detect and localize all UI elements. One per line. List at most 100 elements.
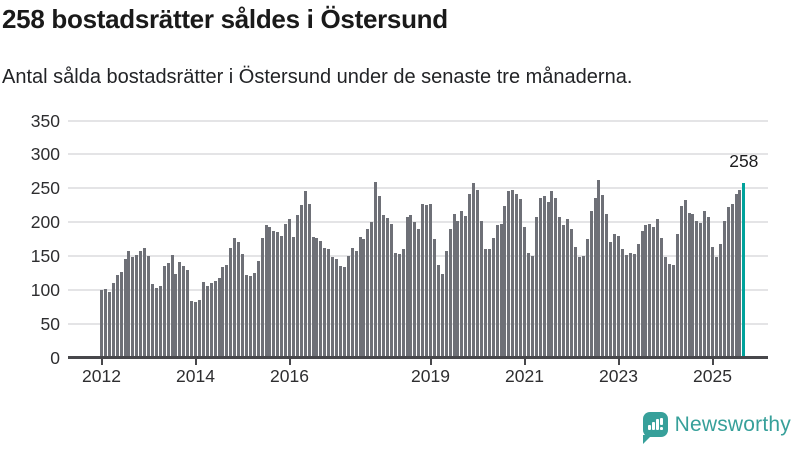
bar <box>127 251 131 358</box>
bar <box>397 253 401 358</box>
bar <box>103 289 107 358</box>
bar <box>491 237 495 358</box>
bar <box>636 243 640 358</box>
bar <box>448 228 452 358</box>
bar <box>640 230 644 358</box>
x-axis-tick-label: 2019 <box>411 366 450 386</box>
bar <box>119 271 123 358</box>
bar <box>476 189 479 358</box>
x-axis-tick <box>194 358 197 365</box>
bar <box>605 213 609 358</box>
bar <box>722 220 726 358</box>
bar <box>687 212 691 358</box>
bar <box>327 249 331 358</box>
bar <box>542 195 546 358</box>
bar <box>554 198 558 358</box>
bar <box>382 215 385 358</box>
bar <box>483 249 487 358</box>
bar <box>115 274 119 358</box>
bar <box>409 215 413 358</box>
bar <box>593 197 597 358</box>
bar <box>107 292 111 358</box>
bar <box>511 189 515 358</box>
bar <box>405 217 409 358</box>
bar <box>362 239 366 358</box>
bar <box>436 265 440 358</box>
bar <box>460 210 464 358</box>
bar <box>503 205 507 358</box>
y-axis-tick-label: 350 <box>30 110 60 131</box>
bar <box>452 213 456 358</box>
bar <box>139 251 143 358</box>
bar <box>221 266 225 358</box>
x-axis-tick <box>429 358 432 365</box>
bar <box>338 266 342 358</box>
y-axis-tick-label: 0 <box>50 347 60 368</box>
y-axis-tick-label: 50 <box>40 313 60 334</box>
bar <box>468 194 472 358</box>
bar <box>432 239 436 358</box>
logo-bubble-tail <box>643 435 652 444</box>
bar <box>174 273 178 358</box>
bar <box>707 216 711 358</box>
bar <box>589 210 593 358</box>
bar <box>624 254 628 358</box>
bar <box>162 266 166 358</box>
bar <box>248 276 252 358</box>
x-axis-tick-label: 2023 <box>599 366 638 386</box>
bar <box>726 207 730 358</box>
highlight-bar <box>742 182 746 358</box>
bar <box>244 274 248 358</box>
bar <box>225 264 229 358</box>
newsworthy-bar-chart-icon <box>643 412 668 437</box>
bar <box>378 195 382 358</box>
bar <box>585 239 589 358</box>
bar <box>358 236 362 358</box>
y-axis-tick-label: 200 <box>30 212 60 233</box>
bar <box>182 266 186 358</box>
bar <box>147 255 150 358</box>
bar <box>714 257 718 358</box>
bar <box>158 286 162 358</box>
bar <box>656 219 660 358</box>
x-axis-tick <box>523 358 526 365</box>
bar <box>558 217 562 358</box>
bar <box>178 262 182 358</box>
bar <box>648 224 652 358</box>
x-axis-tick-label: 2016 <box>270 366 309 386</box>
bar <box>252 272 256 358</box>
bar <box>628 253 632 358</box>
bar <box>601 194 605 358</box>
x-axis-line <box>68 356 768 359</box>
bar <box>444 250 448 358</box>
bar <box>150 284 154 358</box>
y-gridline <box>68 221 768 224</box>
bar <box>190 300 194 358</box>
bar <box>507 190 511 358</box>
bar <box>354 251 358 358</box>
bar <box>644 225 648 358</box>
bar <box>264 225 268 358</box>
y-axis-tick-label: 300 <box>30 144 60 165</box>
bar <box>695 220 699 358</box>
bar <box>519 199 523 358</box>
bar <box>335 258 338 358</box>
bar <box>577 257 581 358</box>
bar <box>691 213 695 358</box>
bar <box>272 230 276 358</box>
bar <box>421 204 425 358</box>
bar <box>413 222 417 358</box>
bar <box>303 190 307 358</box>
bar <box>323 247 327 358</box>
bar <box>660 237 664 358</box>
bar <box>664 257 667 358</box>
bar <box>538 198 542 358</box>
bar <box>393 252 397 358</box>
bar <box>389 224 393 358</box>
bar <box>291 236 295 358</box>
x-axis-tick <box>288 358 291 365</box>
y-axis-tick-label: 150 <box>30 245 60 266</box>
bar <box>534 217 538 358</box>
bar <box>425 205 429 358</box>
